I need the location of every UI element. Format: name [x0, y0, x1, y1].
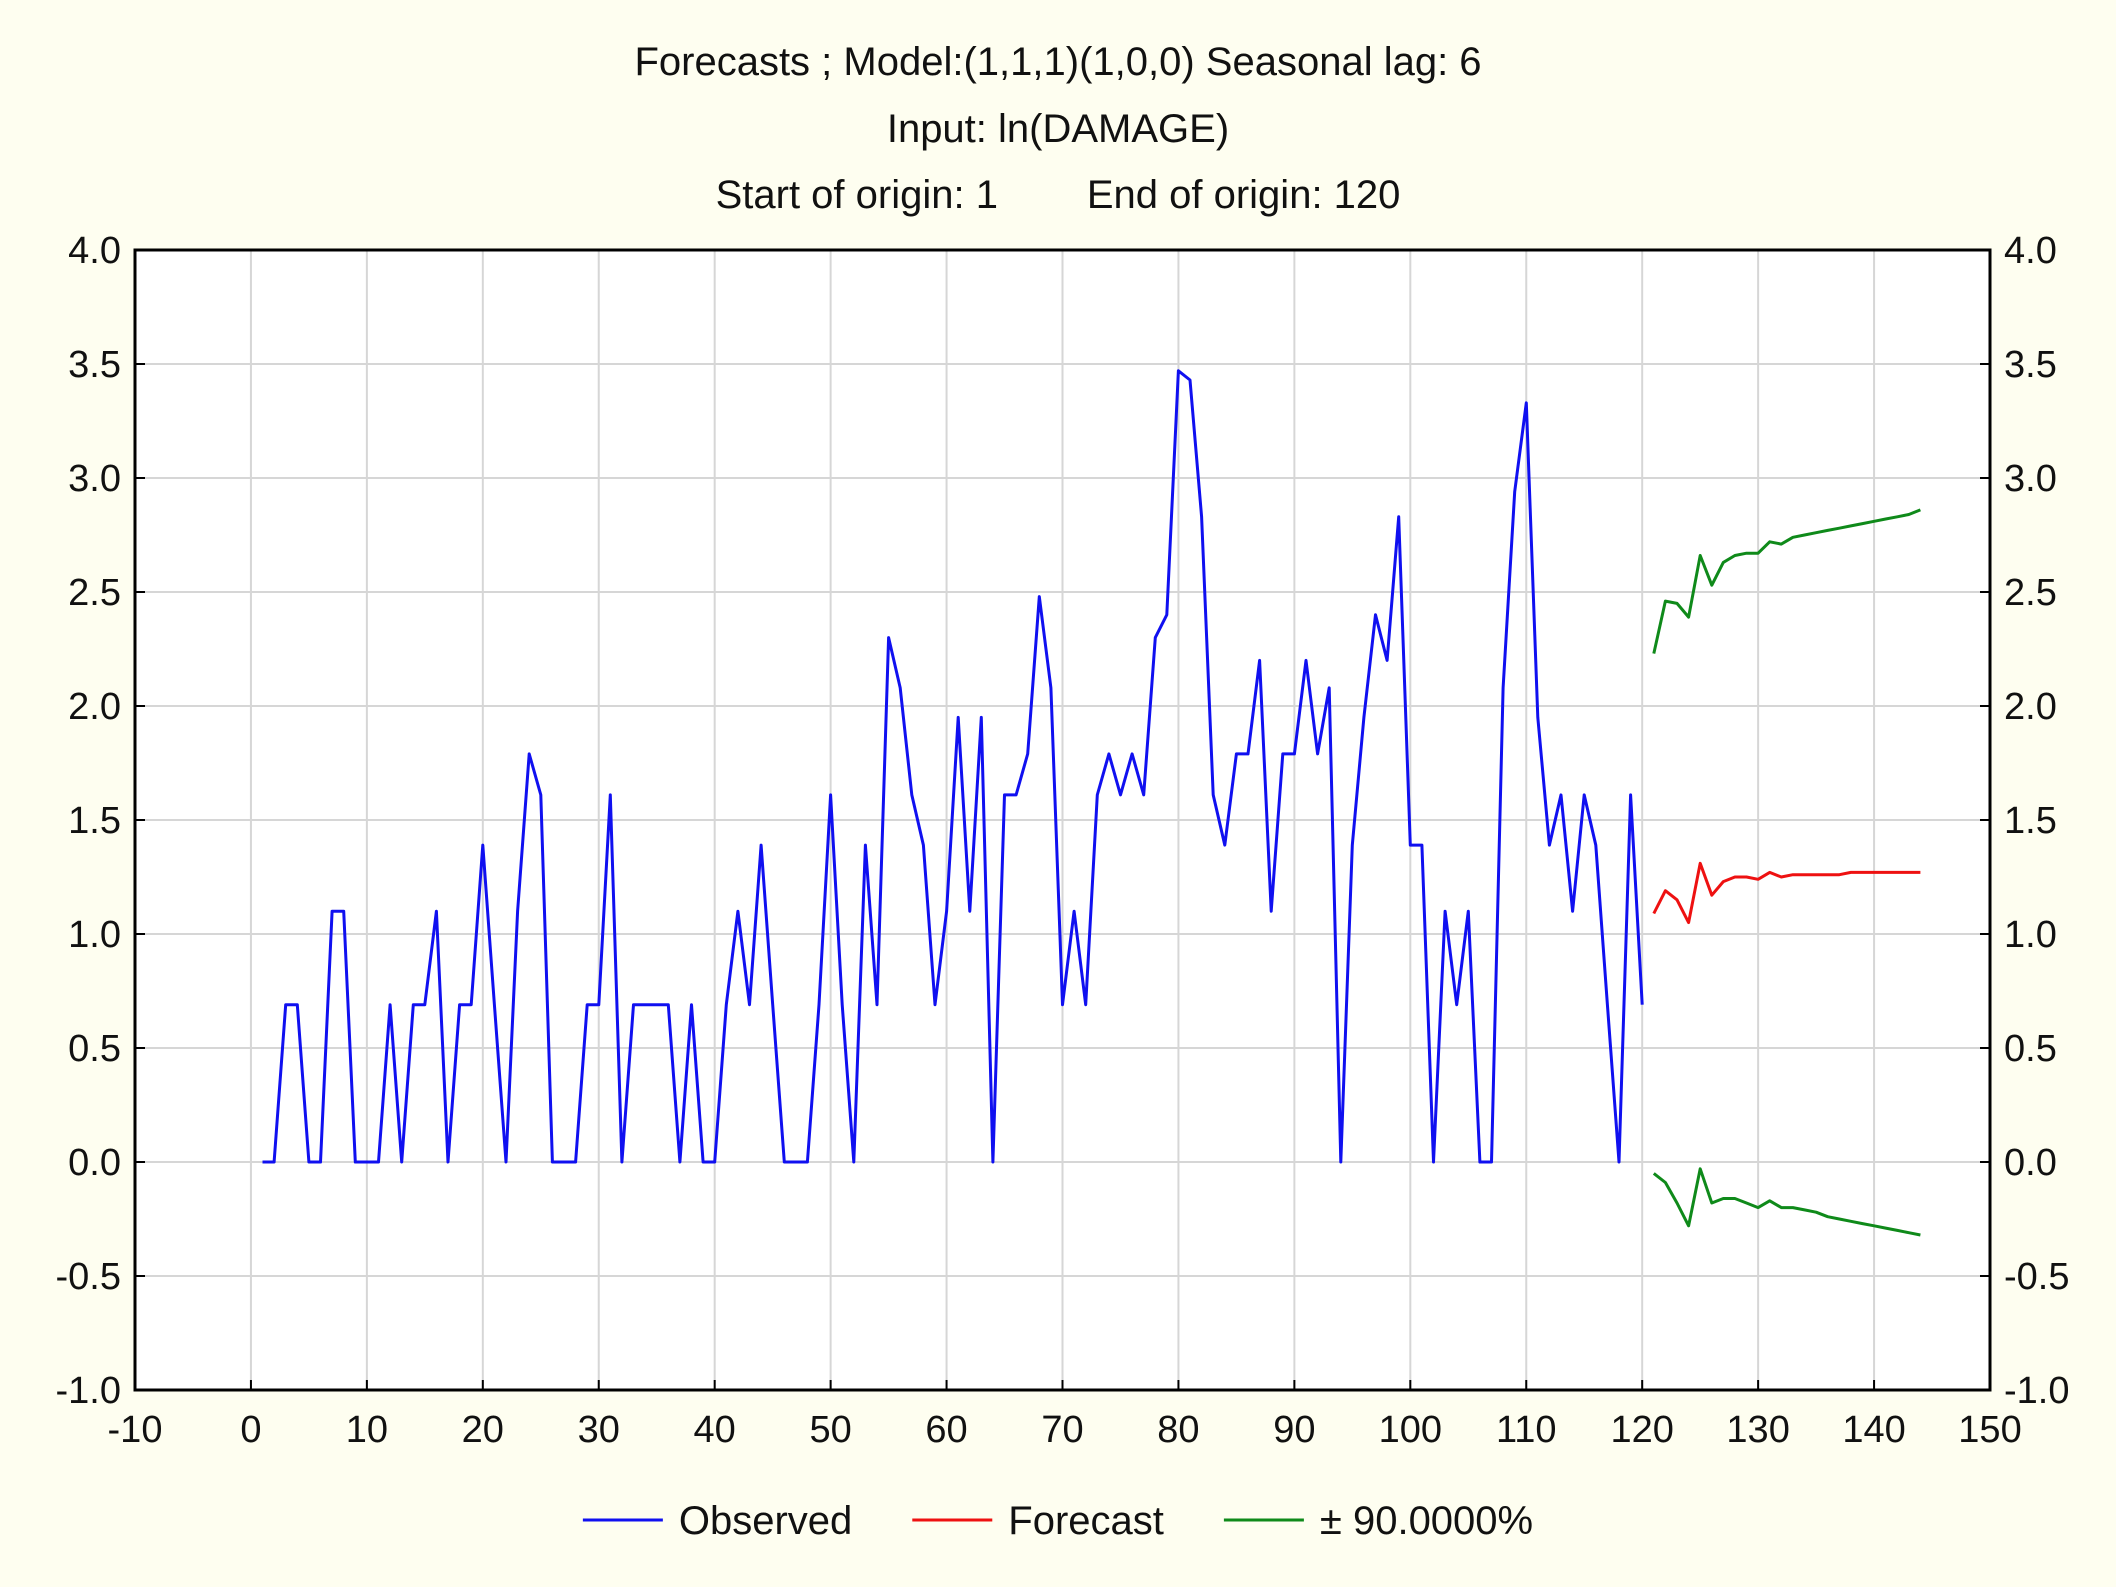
x-tick-label: 100 — [1379, 1409, 1442, 1451]
series-lower-bound-line — [1652, 1167, 1921, 1237]
x-tick-label: 60 — [925, 1409, 967, 1451]
y-tick-label-left: 2.0 — [68, 686, 121, 728]
x-tick-label: -10 — [108, 1409, 163, 1451]
axis-ticks: -10 0 10 20 30 40 50 60 70 80 90 100 110 120 130 140 150… — [56, 230, 2070, 1451]
y-tick-label-right: 2.0 — [2004, 686, 2057, 728]
y-tick-label-right: -1.0 — [2004, 1370, 2069, 1412]
legend-label-confidence-band: ± 90.0000% — [1320, 1499, 1533, 1543]
chart-title-line-2: Input: ln(DAMAGE) — [887, 107, 1229, 151]
chart-title-line-1: Forecasts ; Model:(1,1,1)(1,0,0) Seasona… — [634, 40, 1481, 84]
y-tick-label-right: 3.0 — [2004, 458, 2057, 500]
y-tick-label-right: 4.0 — [2004, 230, 2057, 272]
y-tick-label-left: -0.5 — [56, 1256, 121, 1298]
legend-label-forecast: Forecast — [1008, 1499, 1164, 1543]
y-tick-label-left: 4.0 — [68, 230, 121, 272]
x-tick-label: 40 — [694, 1409, 736, 1451]
x-tick-label: 80 — [1157, 1409, 1199, 1451]
x-tick-label: 50 — [809, 1409, 851, 1451]
x-tick-label: 150 — [1958, 1409, 2021, 1451]
y-tick-label-right: 2.5 — [2004, 572, 2057, 614]
y-tick-label-left: -1.0 — [56, 1370, 121, 1412]
x-tick-label: 140 — [1842, 1409, 1905, 1451]
y-tick-label-left: 0.5 — [68, 1028, 121, 1070]
series-layer — [262, 369, 1921, 1237]
x-tick-label: 90 — [1273, 1409, 1315, 1451]
x-tick-label: 70 — [1041, 1409, 1083, 1451]
x-tick-label: 0 — [240, 1409, 261, 1451]
y-tick-label-right: 0.0 — [2004, 1142, 2057, 1184]
y-tick-label-left: 3.5 — [68, 344, 121, 386]
x-tick-label: 130 — [1726, 1409, 1789, 1451]
y-tick-label-left: 0.0 — [68, 1142, 121, 1184]
legend: Observed Forecast ± 90.0000% — [582, 1499, 1533, 1543]
x-tick-label: 10 — [346, 1409, 388, 1451]
x-tick-label: 120 — [1610, 1409, 1673, 1451]
y-tick-label-right: 1.5 — [2004, 800, 2057, 842]
y-tick-label-right: 1.0 — [2004, 914, 2057, 956]
y-tick-label-left: 1.0 — [68, 914, 121, 956]
y-tick-label-right: 3.5 — [2004, 344, 2057, 386]
chart-title-line-3: Start of origin: 1 End of origin: 120 — [716, 173, 1401, 217]
y-tick-label-right: 0.5 — [2004, 1028, 2057, 1070]
series-observed-line — [262, 369, 1644, 1164]
x-tick-label: 30 — [578, 1409, 620, 1451]
legend-label-observed: Observed — [679, 1499, 852, 1543]
y-tick-label-left: 2.5 — [68, 572, 121, 614]
y-tick-label-right: -0.5 — [2004, 1256, 2069, 1298]
x-tick-label: 20 — [462, 1409, 504, 1451]
x-tick-label: 110 — [1496, 1409, 1557, 1451]
series-forecast-line — [1652, 861, 1921, 925]
y-tick-label-left: 1.5 — [68, 800, 121, 842]
y-tick-label-left: 3.0 — [68, 458, 121, 500]
series-upper-bound-line — [1652, 508, 1921, 654]
chart-title: Forecasts ; Model:(1,1,1)(1,0,0) Seasona… — [634, 40, 1481, 217]
